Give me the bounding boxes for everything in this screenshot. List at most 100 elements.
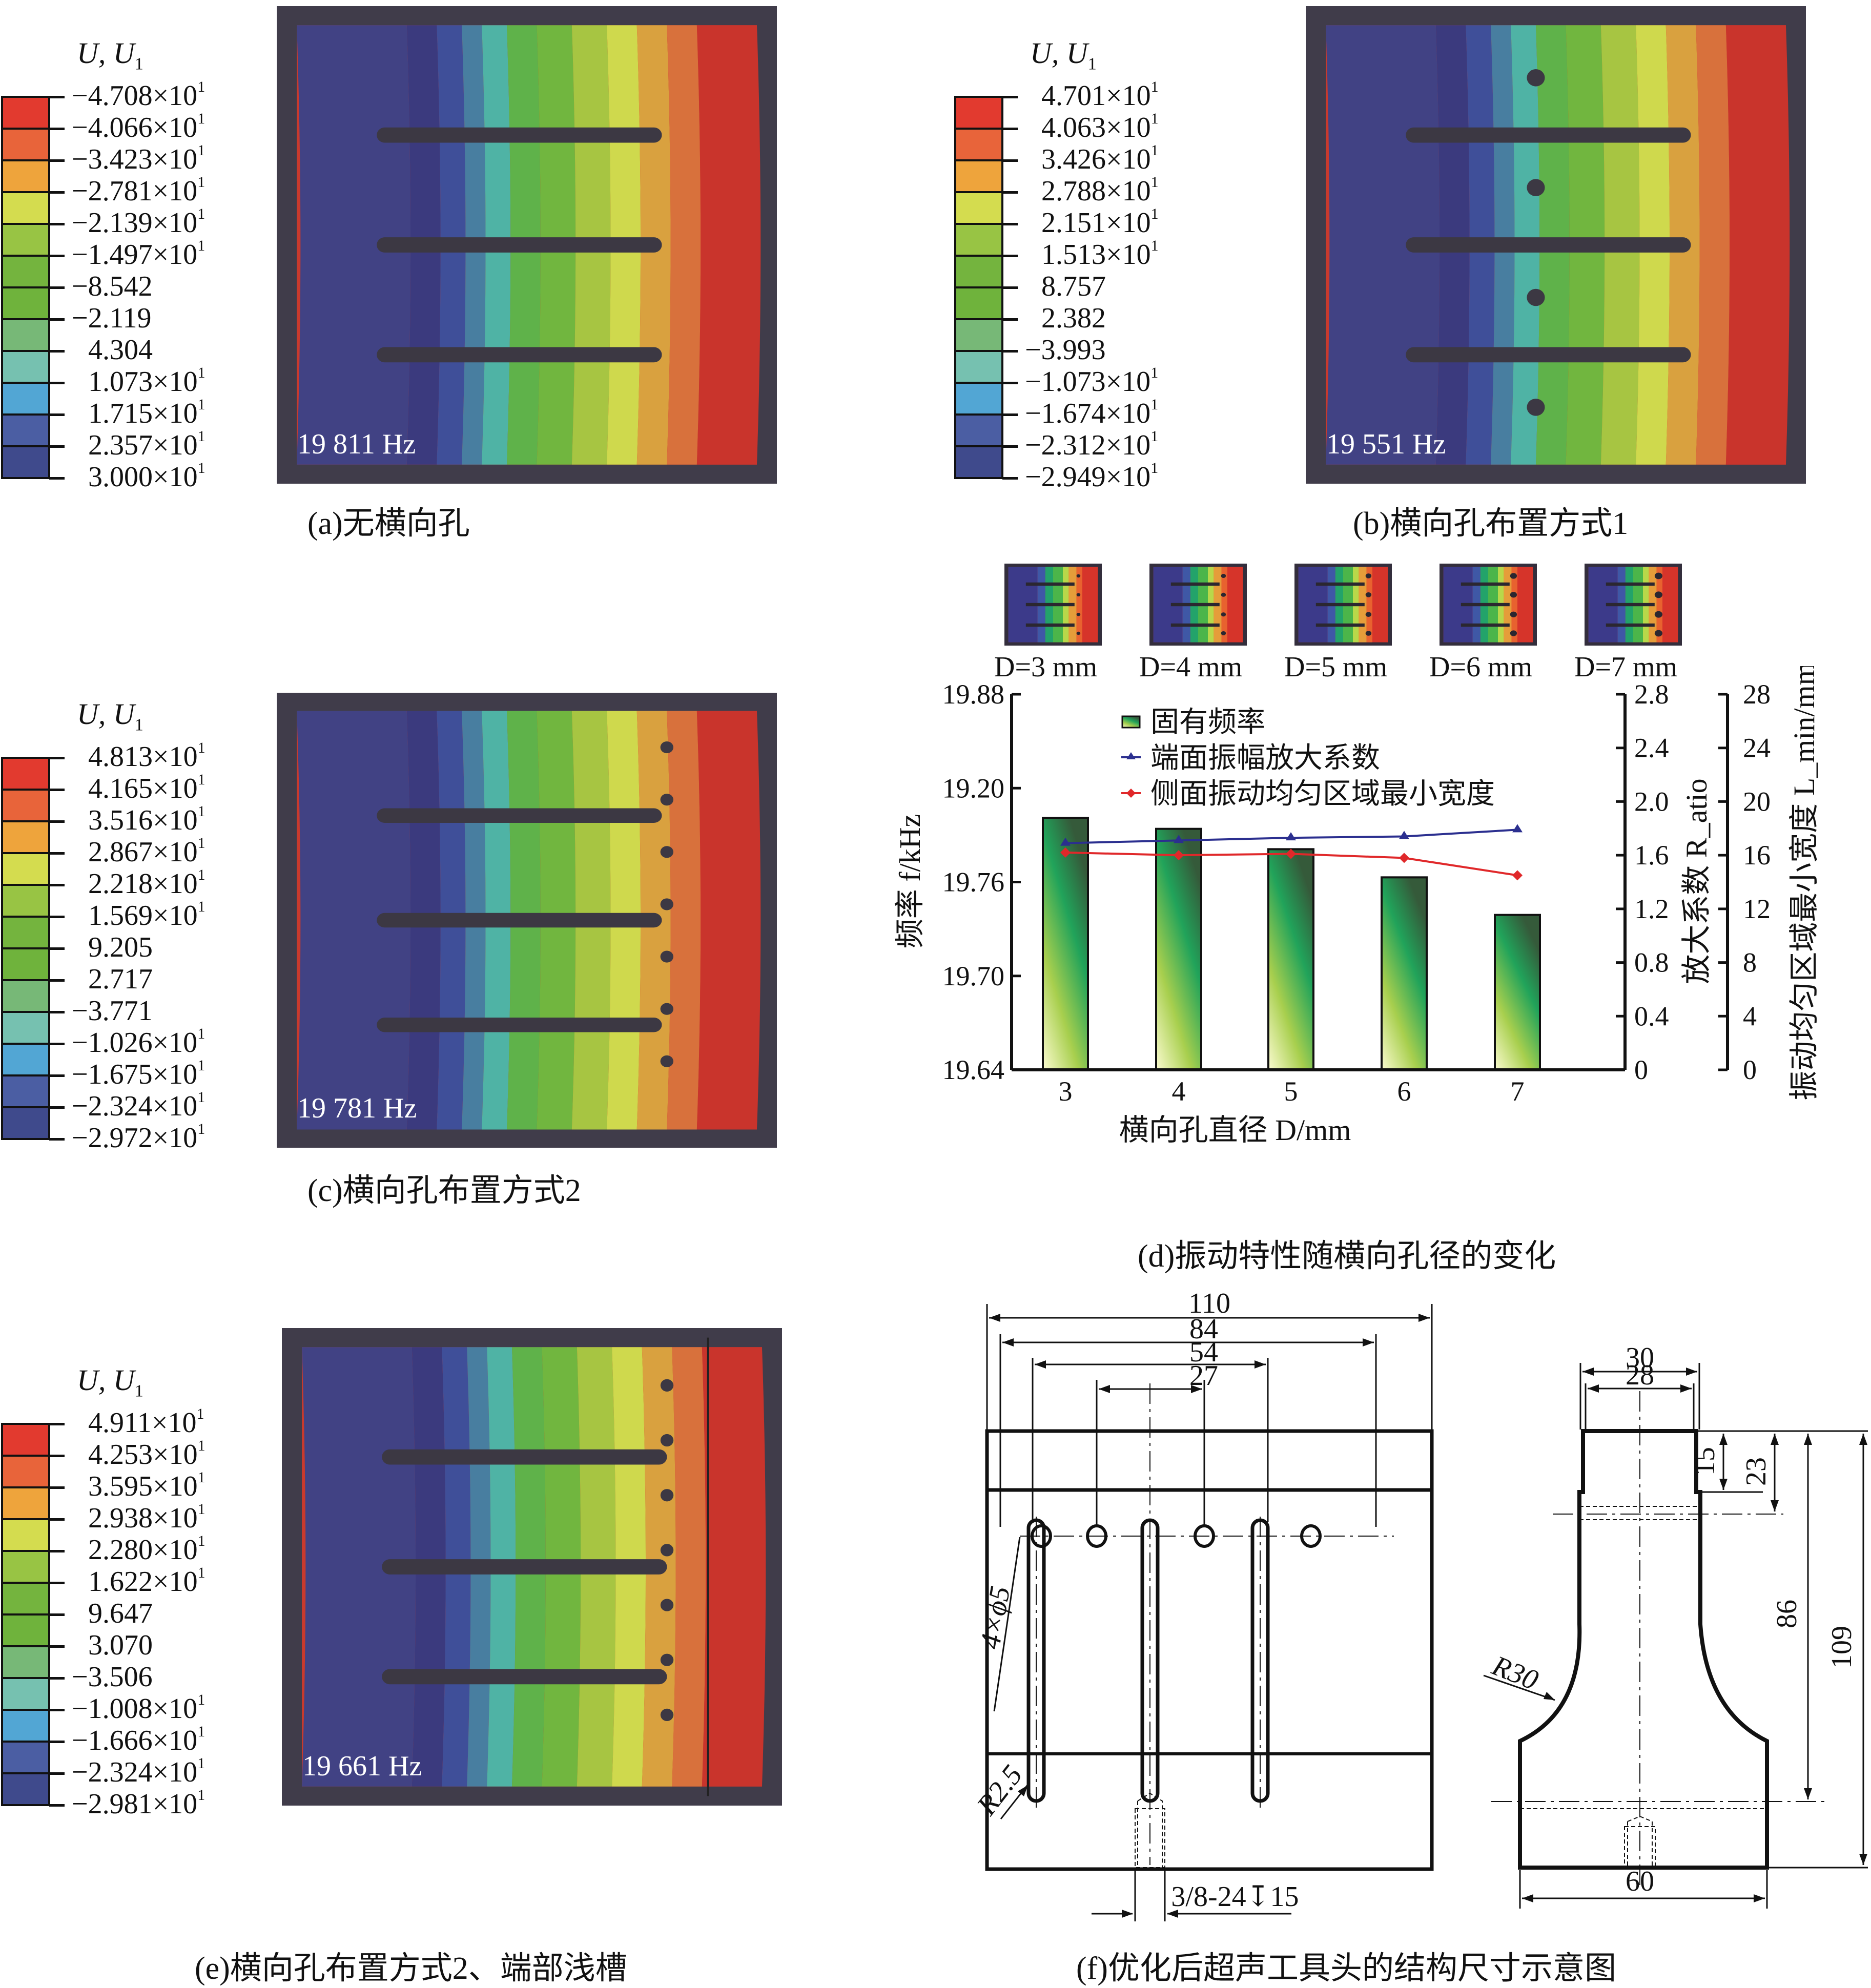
vibration-chart: 19.64 19.70 19.76 19.20 19.88 0 0.4 0.8 1.2 1.6 2.… bbox=[893, 666, 1821, 1147]
colorbar-tick bbox=[49, 947, 65, 950]
colorbar-tick bbox=[49, 1772, 65, 1775]
colorbar-tick bbox=[1002, 128, 1018, 130]
colorbar-tick bbox=[49, 1550, 65, 1552]
legend-value: −1.497×101 bbox=[72, 237, 205, 271]
bar bbox=[1381, 876, 1428, 1071]
y-tick-label-left: 19.64 bbox=[942, 1054, 1005, 1085]
legend-value: 3.426×101 bbox=[1041, 142, 1159, 175]
colorbar-cell bbox=[3, 1520, 48, 1552]
colorbar-cell bbox=[3, 1076, 48, 1108]
y-tick-label-right1: 2.4 bbox=[1634, 733, 1669, 763]
colorbar-cell bbox=[3, 854, 48, 886]
point-amplification bbox=[1060, 837, 1071, 846]
legend-value: 9.647 bbox=[88, 1598, 153, 1629]
colorbar-cell bbox=[3, 1616, 48, 1647]
legend-value: −3.771 bbox=[72, 995, 153, 1027]
colorbar-cell bbox=[3, 1488, 48, 1520]
legend-value: −3.993 bbox=[1025, 334, 1106, 366]
dimension-arrows bbox=[989, 1314, 1867, 1918]
legend-value: −1.073×101 bbox=[1025, 364, 1159, 398]
frequency-label: 19 811 Hz bbox=[297, 428, 416, 460]
dim-30: 30 bbox=[1626, 1342, 1654, 1374]
colorbar-tick bbox=[49, 916, 65, 918]
y-tick-label-right1: 2.8 bbox=[1634, 679, 1669, 710]
colorbar-tick bbox=[49, 191, 65, 194]
colorbar-tick bbox=[1002, 445, 1018, 448]
dim-110: 110 bbox=[1188, 1291, 1230, 1319]
colorbar-tick bbox=[49, 128, 65, 130]
legend-title: U, U1 bbox=[77, 1363, 143, 1401]
colorbar-cell bbox=[3, 416, 48, 447]
legend-value: −1.674×101 bbox=[1025, 396, 1159, 429]
colorbar-cell bbox=[3, 1045, 48, 1076]
point-amplification bbox=[1174, 835, 1184, 843]
contour-plot-e: 19 661 Hz bbox=[282, 1328, 782, 1806]
thumbnail-label: D=5 mm bbox=[1284, 651, 1388, 683]
point-min-width bbox=[1060, 847, 1071, 858]
thumbnail-label: D=4 mm bbox=[1139, 651, 1243, 683]
colorbar-tick bbox=[1002, 413, 1018, 416]
legend-title: U, U1 bbox=[1030, 36, 1097, 74]
y-tick-label-right1: 0.8 bbox=[1634, 947, 1669, 978]
colorbar-tick bbox=[49, 1804, 65, 1807]
colorbar-cell bbox=[3, 886, 48, 918]
point-amplification bbox=[1399, 831, 1409, 839]
colorbar-cell bbox=[3, 1457, 48, 1488]
dim-84: 84 bbox=[1189, 1313, 1218, 1345]
legend-a: U, U1 −4.708×101 −4.066×101 −3.423×101 −2.78… bbox=[0, 36, 266, 491]
colorbar-cell bbox=[3, 320, 48, 352]
legend-b: U, U1 4.701×101 4.063×101 3.426×101 2.788×10… bbox=[953, 36, 1220, 491]
y-tick-label-left: 19.20 bbox=[942, 773, 1005, 803]
legend-value: 2.218×101 bbox=[88, 866, 205, 900]
colorbar-cell bbox=[956, 416, 1001, 447]
legend-value: 1.622×101 bbox=[88, 1564, 205, 1598]
legend-value: 4.165×101 bbox=[88, 771, 205, 804]
colorbar-tick bbox=[49, 1741, 65, 1743]
caption-c: (c)横向孔布置方式2 bbox=[307, 1173, 581, 1208]
colorbar-tick bbox=[49, 1043, 65, 1045]
colorbar-tick bbox=[49, 1486, 65, 1489]
legend-c: U, U1 4.813×101 4.165×101 3.516×101 2.867×10… bbox=[0, 697, 266, 1152]
colorbar-cell bbox=[956, 225, 1001, 257]
x-tick-label: 6 bbox=[1397, 1076, 1411, 1107]
colorbar-cell bbox=[3, 384, 48, 416]
legend-value: 4.063×101 bbox=[1041, 110, 1159, 143]
colorbar-tick bbox=[49, 96, 65, 98]
colorbar bbox=[1, 1423, 50, 1806]
x-tick-label: 4 bbox=[1172, 1076, 1186, 1107]
y-tick-label-right2: 8 bbox=[1743, 947, 1757, 978]
colorbar-cell bbox=[3, 288, 48, 320]
colorbar-tick bbox=[49, 159, 65, 162]
colorbar-tick bbox=[49, 350, 65, 353]
colorbar-tick bbox=[1002, 159, 1018, 162]
contour-plot-b: 19 551 Hz bbox=[1306, 6, 1806, 484]
contour-plot-c: 19 781 Hz bbox=[277, 693, 777, 1148]
legend-marker-amplification bbox=[1126, 752, 1136, 759]
colorbar-cell bbox=[3, 257, 48, 288]
colorbar-tick bbox=[49, 445, 65, 448]
y-axis-title-left: 频率 f/kHz bbox=[893, 814, 927, 949]
colorbar-tick bbox=[49, 477, 65, 480]
contour-plot-a: 19 811 Hz bbox=[277, 6, 777, 484]
colorbar-tick bbox=[49, 1106, 65, 1109]
colorbar-tick bbox=[49, 382, 65, 384]
legend-value: −3.506 bbox=[72, 1661, 153, 1693]
legend-value: −4.066×101 bbox=[72, 110, 205, 143]
legend-value: −2.781×101 bbox=[72, 174, 205, 207]
colorbar-cell bbox=[3, 1584, 48, 1616]
y-tick-label-right2: 28 bbox=[1743, 679, 1771, 710]
colorbar-tick bbox=[49, 1613, 65, 1616]
colorbar-cell bbox=[3, 1425, 48, 1457]
legend-value: 4.813×101 bbox=[88, 739, 205, 773]
legend-value: −2.119 bbox=[72, 302, 152, 334]
point-amplification bbox=[1286, 832, 1296, 841]
bar bbox=[1267, 848, 1314, 1071]
colorbar-tick bbox=[49, 757, 65, 759]
y-axis-title-right1: 放大系数 R_atio bbox=[1680, 778, 1713, 984]
colorbar-tick bbox=[1002, 286, 1018, 289]
colorbar-tick bbox=[49, 286, 65, 289]
colorbar-cell bbox=[3, 1013, 48, 1045]
legend-value: −4.708×101 bbox=[72, 78, 205, 112]
legend-value: −1.026×101 bbox=[72, 1025, 205, 1059]
legend-value: 4.911×101 bbox=[88, 1405, 204, 1439]
